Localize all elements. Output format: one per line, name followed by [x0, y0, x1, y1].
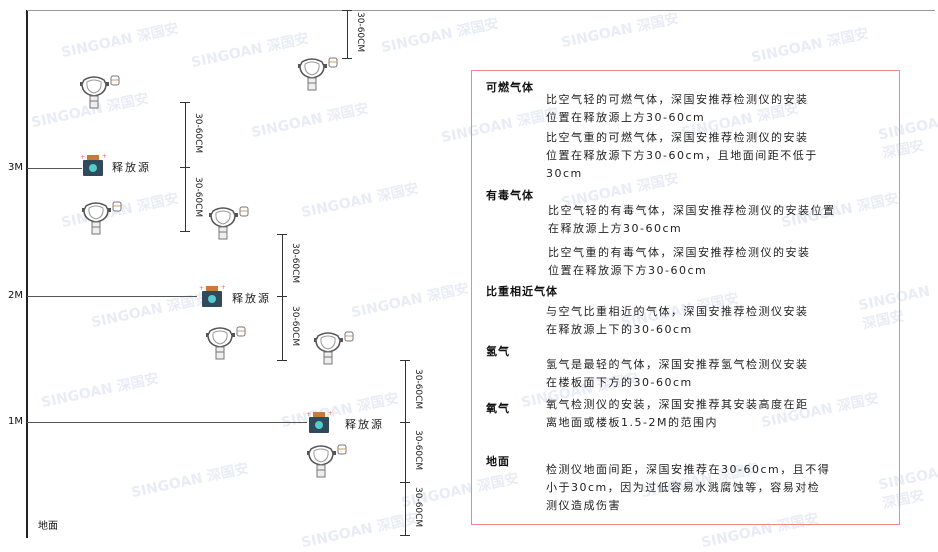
level-3m-line	[27, 168, 82, 169]
text-toxic-heavier: 比空气重的有毒气体，深国安推荐检测仪的安装 位置在释放源下方30-60cm	[548, 246, 811, 277]
text-similar: 与空气比重相近的气体，深国安推荐检测仪安装 在释放源上下的30-60cm	[546, 305, 809, 336]
dimension-line	[347, 10, 348, 58]
dimension-line	[282, 296, 283, 360]
level-2m: 2M	[8, 290, 23, 301]
gas-detector-icon	[78, 74, 122, 114]
dimension-label: 30-60CM	[290, 306, 300, 347]
dimension-tick	[180, 167, 190, 168]
watermark: SINGOAN 深国安	[89, 290, 211, 332]
dimension-label: 30-60CM	[413, 369, 423, 410]
floor-label: 地面	[38, 521, 58, 532]
svg-text:+: +	[102, 153, 106, 160]
watermark: SINGOAN 深国安	[299, 510, 421, 552]
watermark: SINGOAN 深国安	[39, 370, 161, 412]
release-source-icon: + +	[80, 153, 107, 181]
release-source-icon: + +	[306, 410, 333, 438]
text-toxic-lighter: 比空气轻的有毒气体，深国安推荐检测仪的安装位置 在释放源上方30-60cm	[548, 204, 836, 235]
dimension-line	[185, 102, 186, 167]
watermark: SINGOAN 深国安	[349, 280, 471, 322]
heading-floor: 地面	[486, 455, 510, 468]
dimension-tick	[180, 102, 190, 103]
dimension-tick	[277, 234, 287, 235]
dimension-label: 30-60CM	[413, 430, 423, 471]
watermark: SINGOAN 深国安	[559, 10, 681, 52]
dimension-line	[282, 234, 283, 296]
gas-detector-icon	[204, 325, 248, 365]
heading-oxygen: 氧气	[486, 402, 510, 415]
dimension-tick	[342, 10, 352, 11]
dimension-label: 30-60CM	[355, 12, 365, 53]
level-1m-line	[27, 422, 307, 423]
text-hydrogen: 氢气是最轻的气体，深国安推荐氢气检测仪安装 在楼板面下方的30-60cm	[546, 358, 809, 389]
release-source-label: 释放源	[232, 292, 271, 305]
text-combustible-heavier: 比空气重的可燃气体，深国安推荐检测仪的安装 位置在释放源下方30-60cm，且地…	[546, 131, 818, 180]
level-3m: 3M	[8, 162, 23, 173]
heading-combustible: 可燃气体	[486, 81, 534, 94]
level-2m-line	[27, 296, 197, 297]
wall-axis	[26, 10, 28, 538]
text-oxygen: 氧气检测仪的安装，深国安推荐其安装高度在距 离地面或楼板1.5-2M的范围内	[546, 398, 809, 429]
text-combustible-lighter: 比空气轻的可燃气体，深国安推荐检测仪的安装 位置在释放源上方30-60cm	[546, 93, 809, 124]
dimension-line	[405, 422, 406, 482]
watermark: SINGOAN 深国安	[299, 180, 421, 222]
svg-text:+: +	[306, 411, 311, 418]
gas-detector-icon	[207, 205, 251, 245]
svg-text:+: +	[328, 410, 332, 417]
text-floor: 检测仪地面间距，深国安推荐在30-60cm，且不得 小于30cm，因为过低容易水…	[546, 463, 831, 512]
release-source-icon: + +	[199, 284, 226, 312]
gas-detector-icon	[80, 200, 124, 240]
watermark: SINGOAN 深国安	[379, 15, 501, 57]
dimension-label: 30-60CM	[193, 177, 203, 218]
dimension-tick	[400, 482, 410, 483]
dimension-tick	[277, 360, 287, 361]
watermark: SINGOAN 深国安	[249, 100, 371, 142]
svg-text:+: +	[199, 285, 204, 292]
dimension-tick	[180, 231, 190, 232]
svg-text:+: +	[80, 154, 85, 161]
level-1m: 1M	[8, 416, 23, 427]
dimension-line	[185, 167, 186, 231]
dimension-tick	[277, 296, 287, 297]
info-panel: 可燃气体 比空气轻的可燃气体，深国安推荐检测仪的安装 位置在释放源上方30-60…	[471, 70, 900, 525]
watermark: SINGOAN 深国安	[59, 20, 181, 62]
watermark: SINGOAN 深国安	[189, 30, 311, 72]
dimension-line	[405, 482, 406, 535]
gas-detector-icon	[312, 330, 356, 370]
dimension-line	[405, 360, 406, 422]
dimension-label: 30-60CM	[193, 112, 203, 153]
gas-detector-icon	[296, 56, 340, 96]
watermark: SINGOAN 深国安	[129, 460, 251, 502]
heading-toxic: 有毒气体	[486, 189, 534, 202]
dimension-tick	[342, 58, 352, 59]
dimension-tick	[400, 535, 410, 536]
heading-similar: 比重相近气体	[486, 285, 558, 298]
gas-detector-icon	[305, 443, 349, 483]
heading-hydrogen: 氢气	[486, 345, 510, 358]
svg-text:+: +	[221, 284, 225, 291]
ceiling-line	[27, 10, 935, 11]
dimension-label: 30-60CM	[290, 243, 300, 284]
watermark: SINGOAN 深国安	[749, 25, 871, 67]
release-source-label: 释放源	[345, 418, 384, 431]
dimension-tick	[400, 422, 410, 423]
dimension-label: 30-60CM	[413, 486, 423, 527]
release-source-label: 释放源	[112, 161, 151, 174]
dimension-tick	[400, 360, 410, 361]
